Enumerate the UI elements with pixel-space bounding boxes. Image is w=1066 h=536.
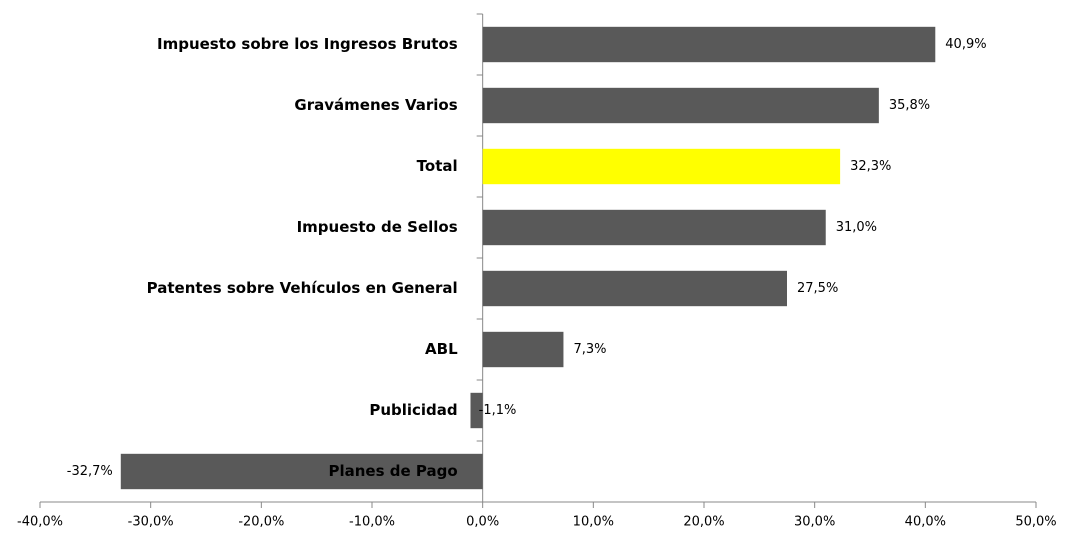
x-tick-label: -30,0% (128, 515, 174, 530)
category-label: Patentes sobre Vehículos en General (147, 279, 458, 297)
x-tick-label: 30,0% (794, 515, 835, 530)
bar (482, 148, 841, 185)
x-tick-label: 20,0% (683, 515, 724, 530)
bar (470, 392, 483, 429)
category-label: Publicidad (369, 401, 457, 419)
x-tick-label: 50,0% (1015, 515, 1056, 530)
value-label: 40,9% (945, 37, 986, 52)
category-label: Impuesto de Sellos (297, 218, 458, 236)
category-label: Gravámenes Varios (294, 96, 457, 114)
value-label: -32,7% (67, 464, 113, 479)
value-label: 31,0% (836, 220, 877, 235)
x-tick-label: 10,0% (573, 515, 614, 530)
bar (482, 87, 879, 124)
x-tick-label: -10,0% (349, 515, 395, 530)
value-label: -1,1% (479, 403, 517, 418)
x-tick-label: 40,0% (905, 515, 946, 530)
category-label: Total (417, 157, 458, 175)
bar (482, 209, 826, 246)
x-tick-label: -20,0% (238, 515, 284, 530)
x-tick-label: -40,0% (17, 515, 63, 530)
value-label: 27,5% (797, 281, 838, 296)
category-label: Impuesto sobre los Ingresos Brutos (157, 35, 458, 53)
value-label: 7,3% (573, 342, 606, 357)
bar (482, 331, 564, 368)
bar (482, 26, 936, 63)
value-label: 35,8% (889, 98, 930, 113)
x-tick-label: 0,0% (466, 515, 499, 530)
value-label: 32,3% (850, 159, 891, 174)
bar (482, 270, 787, 307)
category-label: Planes de Pago (329, 462, 458, 480)
bar (120, 453, 483, 490)
category-label: ABL (425, 340, 458, 358)
